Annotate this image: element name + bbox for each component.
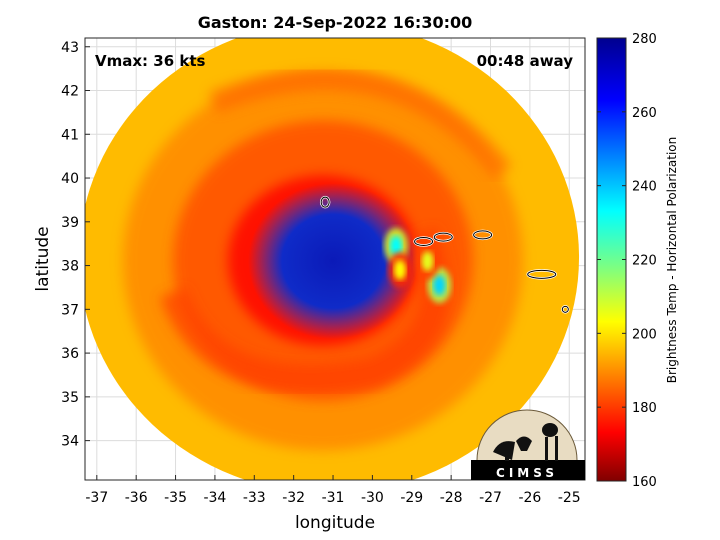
- land-contour: [561, 305, 569, 313]
- y-axis-label: latitude: [33, 226, 53, 291]
- colorbar-label: Brightness Temp - Horizontal Polarizatio…: [665, 137, 679, 384]
- y-tick-label: 34: [61, 434, 79, 450]
- x-tick-label: -34: [203, 490, 226, 506]
- y-tick-label: 40: [61, 171, 79, 187]
- x-tick-label: -35: [164, 490, 187, 506]
- y-tick-label: 37: [61, 302, 79, 318]
- y-axis-ticks: 34 35 36 37 38 39 40 41 42 43: [61, 40, 90, 450]
- chart-title: Gaston: 24-Sep-2022 16:30:00: [197, 13, 473, 32]
- vmax-annotation: Vmax: 36 kts: [95, 52, 206, 70]
- logo-text: CIMSS: [496, 466, 558, 480]
- warm-feature: [421, 251, 434, 272]
- x-tick-label: -31: [322, 490, 345, 506]
- x-tick-label: -30: [361, 490, 384, 506]
- x-tick-label: -37: [85, 490, 108, 506]
- colorbar-ticks: 160 180 200 220 240 260 280: [597, 32, 657, 490]
- colorbar-tick-label: 220: [632, 254, 657, 269]
- x-axis-label: longitude: [295, 513, 375, 533]
- y-tick-label: 41: [61, 127, 79, 143]
- colorbar-tick-label: 180: [632, 401, 657, 416]
- y-tick-label: 42: [61, 84, 79, 100]
- axes-box: [84, 37, 586, 481]
- x-tick-label: -26: [518, 490, 541, 506]
- y-tick-label: 39: [61, 215, 79, 231]
- land-contour: [473, 230, 493, 240]
- land-contour: [414, 236, 434, 246]
- colorbar-tick-label: 280: [632, 32, 657, 47]
- colorbar-tick-label: 200: [632, 327, 657, 342]
- storm-core: [248, 183, 419, 340]
- x-tick-label: -32: [282, 490, 305, 506]
- land-contour: [433, 232, 453, 242]
- land-contour: [527, 269, 557, 279]
- x-tick-label: -27: [479, 490, 502, 506]
- warm-feature: [393, 259, 406, 280]
- x-tick-label: -33: [243, 490, 266, 506]
- warm-feature: [433, 275, 446, 296]
- y-tick-label: 36: [61, 346, 79, 362]
- spiral-band: [209, 68, 512, 180]
- cimss-logo: CIMSS: [471, 409, 585, 480]
- colorbar: [596, 37, 627, 482]
- land-contour: [320, 196, 330, 208]
- y-tick-label: 38: [61, 259, 79, 275]
- x-axis-ticks: -37 -36 -35 -34 -33 -32 -31 -30 -29 -28 -27 -26 -25: [85, 475, 581, 506]
- time-away-annotation: 00:48 away: [476, 52, 573, 70]
- warm-feature: [390, 235, 403, 256]
- y-tick-label: 35: [61, 390, 79, 406]
- x-tick-label: -36: [125, 490, 148, 506]
- x-tick-label: -25: [558, 490, 581, 506]
- colorbar-tick-label: 260: [632, 106, 657, 121]
- colorbar-tick-label: 240: [632, 180, 657, 195]
- x-tick-label: -29: [400, 490, 423, 506]
- brightness-temp-swath: [85, 38, 579, 480]
- colorbar-tick-label: 160: [632, 475, 657, 490]
- x-tick-label: -28: [440, 490, 463, 506]
- y-tick-label: 43: [61, 40, 79, 56]
